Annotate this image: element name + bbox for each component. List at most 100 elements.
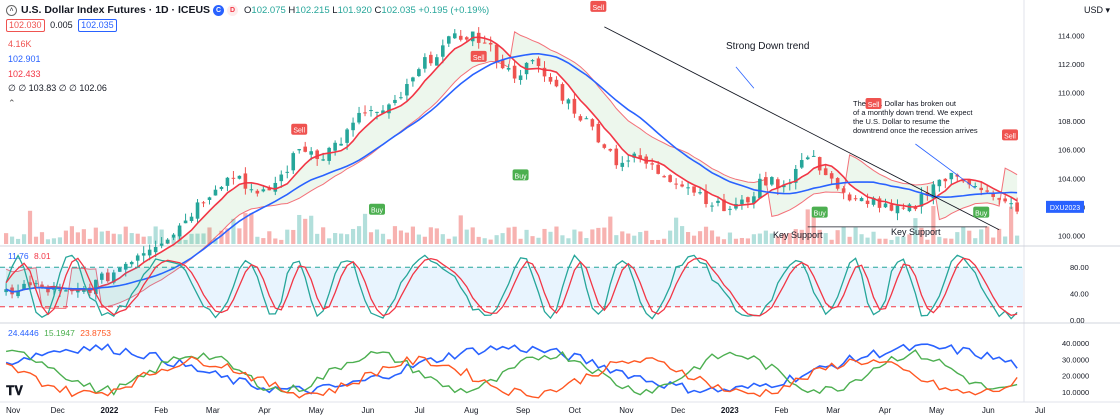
buy-signal-label: Buy xyxy=(515,173,528,180)
volume-bar xyxy=(733,238,739,244)
ask-box[interactable]: 102.035 xyxy=(78,19,117,32)
candle-body xyxy=(889,204,894,211)
trend-label: Strong Down trend xyxy=(726,41,809,52)
candle-body xyxy=(159,243,164,246)
volume-bar xyxy=(45,239,51,244)
volume-bar xyxy=(674,217,679,244)
buy-signal-label: Buy xyxy=(814,211,827,218)
candle-body xyxy=(829,173,834,179)
candle-body xyxy=(482,42,487,44)
volume-bar xyxy=(344,234,350,244)
candle-body xyxy=(955,174,960,177)
stoch-tick: 0.00 xyxy=(1070,316,1085,325)
volume-bar xyxy=(15,238,21,244)
volume-bar xyxy=(506,227,511,244)
candle-body xyxy=(961,179,966,182)
volume-bar xyxy=(662,238,667,244)
candle-body xyxy=(177,225,182,237)
candle-body xyxy=(441,45,445,57)
candle-body xyxy=(895,205,900,214)
volume-bar xyxy=(530,236,535,244)
stoch-k-line xyxy=(5,254,1018,320)
currency-select[interactable]: USD ▾ xyxy=(1083,5,1110,15)
badge-c: C xyxy=(213,4,225,16)
volume-bar xyxy=(901,236,906,244)
candle-body xyxy=(147,249,152,256)
dmi-tick: 10.0000 xyxy=(1062,388,1089,397)
volume-bar xyxy=(362,213,368,244)
candle-body xyxy=(267,187,272,191)
time-tick: Aug xyxy=(464,406,478,415)
ma-red-value: 102.433 xyxy=(8,69,41,79)
candle-body xyxy=(506,67,511,70)
time-tick: Mar xyxy=(826,406,840,415)
volume-bar xyxy=(811,216,816,244)
time-tick: 2023 xyxy=(721,406,739,415)
time-tick: Apr xyxy=(258,406,271,415)
volume-bar xyxy=(685,232,691,244)
volume-bar xyxy=(9,236,15,244)
bid-box[interactable]: 102.030 xyxy=(6,19,45,32)
symbol-title[interactable]: U.S. Dollar Index Futures · 1D · ICEUS xyxy=(21,4,211,16)
time-tick: Jul xyxy=(414,406,424,415)
volume-bar xyxy=(775,236,780,244)
volume-bar xyxy=(739,237,745,244)
candle-body xyxy=(279,174,284,182)
candle-body xyxy=(213,189,218,196)
candle-body xyxy=(542,67,547,77)
volume-bar xyxy=(279,239,284,244)
sell-signal xyxy=(470,50,487,62)
stoch-legend: 11.76 8.01 xyxy=(8,251,54,261)
note-line: downtrend once the recession arrives xyxy=(853,126,978,135)
ohlc-readout: O102.075 H102.215 L101.920 C102.035 +0.1… xyxy=(244,4,490,16)
volume-bar xyxy=(596,227,601,244)
badge-d: D xyxy=(227,4,239,16)
volume-bar xyxy=(273,238,278,244)
adx-line xyxy=(5,343,1018,395)
buy-signal-label: Buy xyxy=(975,211,988,218)
candle-body xyxy=(291,153,296,171)
volume-bar xyxy=(135,233,140,244)
more-icon[interactable]: ⌃ xyxy=(8,98,16,108)
dmi-tick: 20.0000 xyxy=(1062,372,1089,381)
candle-body xyxy=(381,110,385,114)
volume-bar xyxy=(33,236,39,244)
candle-body xyxy=(405,84,409,96)
volume-bar xyxy=(871,231,876,244)
volume-bar xyxy=(913,218,918,244)
ma-blue-value: 102.901 xyxy=(8,54,41,64)
volume-bar xyxy=(225,228,230,244)
volume-bar xyxy=(590,229,595,244)
candle-body xyxy=(249,189,254,191)
collapse-icon[interactable]: ˄ xyxy=(6,4,17,16)
candle-body xyxy=(680,184,684,187)
candle-body xyxy=(117,267,122,272)
candle-body xyxy=(34,283,38,285)
volume-bar xyxy=(255,236,260,244)
buy-signal xyxy=(368,203,385,215)
volume-bar xyxy=(973,238,978,244)
volume-bar xyxy=(829,239,834,244)
candle-body xyxy=(189,216,194,222)
dmi-tick: 40.0000 xyxy=(1062,339,1089,348)
candle-body xyxy=(973,186,978,188)
candle-body xyxy=(770,177,774,185)
candle-body xyxy=(64,290,68,292)
volume-bar xyxy=(482,238,487,244)
volume-bar xyxy=(1015,235,1020,244)
candle-body xyxy=(752,196,756,204)
stoch-tick: 80.00 xyxy=(1070,263,1089,272)
candle-body xyxy=(399,97,403,99)
volume-bar xyxy=(584,238,589,244)
candle-body xyxy=(40,284,44,288)
time-tick: Apr xyxy=(879,406,892,415)
volume-bar xyxy=(889,239,894,244)
volume-bar xyxy=(231,218,236,244)
volume-bar xyxy=(979,229,984,244)
candle-body xyxy=(321,159,325,161)
volume-bar xyxy=(21,234,27,244)
volume-bar xyxy=(709,230,715,244)
volume-bar xyxy=(865,237,870,244)
minus-di-line xyxy=(5,355,1018,399)
